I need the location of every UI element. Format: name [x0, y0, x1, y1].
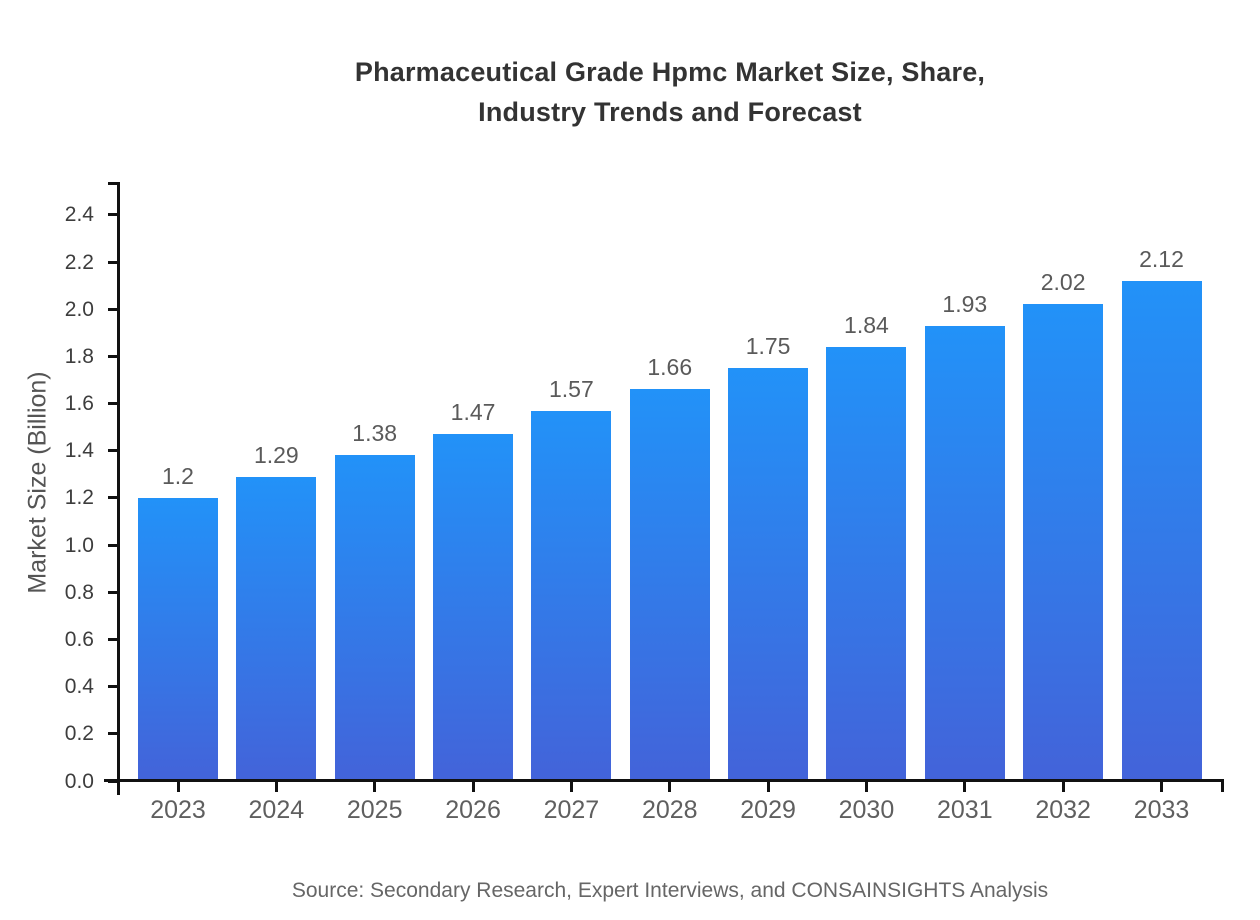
chart-title-line-2: Industry Trends and Forecast	[478, 97, 862, 127]
bar-value-label: 1.93	[942, 290, 988, 317]
x-axis-tick	[471, 782, 475, 792]
bar-value-label: 1.47	[450, 399, 496, 426]
y-tick-label: 2.2	[64, 250, 94, 274]
bar-value-label: 1.2	[162, 462, 194, 489]
bar-2025	[334, 455, 415, 781]
bar-2033	[1121, 280, 1202, 781]
bar-value-label: 1.38	[352, 420, 398, 447]
y-axis-tick	[108, 685, 118, 689]
bar-2030	[826, 346, 907, 781]
x-tick-label: 2030	[838, 796, 895, 824]
y-tick-label: 1.0	[64, 533, 94, 557]
x-tick-label: 2025	[346, 796, 403, 824]
bar-value-label: 2.02	[1040, 269, 1086, 296]
x-axis-tick	[864, 782, 868, 792]
x-axis-tick	[373, 782, 377, 792]
bar-2032	[1023, 304, 1104, 781]
x-axis-tick	[1061, 782, 1065, 792]
y-tick-label: 2.4	[64, 203, 94, 227]
y-tick-label: 1.8	[64, 344, 94, 368]
bar-value-label: 1.29	[253, 441, 299, 468]
x-axis-tick	[569, 782, 573, 792]
y-tick-label: 0.4	[64, 675, 94, 699]
bar-2023	[138, 497, 218, 781]
y-axis-tick	[108, 637, 118, 641]
bar-value-label: 1.57	[549, 375, 594, 402]
y-tick-label: 1.2	[64, 486, 94, 510]
x-axis-tick	[766, 782, 770, 792]
x-axis-end-cap	[1221, 782, 1224, 792]
x-tick-label: 2024	[248, 796, 305, 824]
y-axis-tick	[108, 732, 118, 736]
x-tick-label: 2026	[445, 796, 501, 824]
bar-2031	[924, 325, 1005, 781]
y-axis-tick	[108, 779, 118, 783]
y-tick-label: 2.0	[64, 297, 94, 321]
y-axis-tick	[108, 354, 118, 358]
y-tick-label: 0.0	[64, 769, 94, 793]
x-tick-label: 2033	[1133, 796, 1190, 824]
x-axis-tick	[963, 782, 967, 792]
x-tick-label: 2031	[936, 796, 993, 824]
x-tick-label: 2029	[740, 796, 796, 824]
bar-2026	[433, 434, 514, 781]
x-axis-tick	[1160, 782, 1163, 792]
bar-value-label: 1.75	[745, 333, 791, 360]
bar-2028	[629, 389, 710, 781]
x-tick-label: 2032	[1035, 796, 1091, 824]
y-axis-end-cap	[108, 182, 118, 185]
bar-value-label: 1.84	[844, 311, 889, 338]
source-attribution: Source: Secondary Research, Expert Inter…	[291, 879, 1049, 902]
y-axis-tick	[108, 496, 118, 500]
bar-value-label: 2.12	[1139, 245, 1184, 272]
y-axis-tick	[108, 590, 118, 594]
x-axis-tick	[176, 782, 180, 792]
y-axis-tick	[108, 260, 118, 264]
bar-2029	[728, 368, 809, 781]
bar-2027	[531, 410, 612, 781]
x-axis-tick	[668, 782, 672, 792]
x-axis-tick	[274, 782, 278, 792]
y-tick-label: 1.6	[64, 392, 94, 416]
y-tick-label: 0.6	[64, 627, 94, 651]
y-axis-tick	[108, 543, 118, 547]
x-tick-label: 2023	[150, 796, 206, 824]
x-tick-label: 2027	[543, 796, 600, 824]
y-axis-tick	[108, 402, 118, 406]
y-axis-tick	[108, 307, 118, 311]
y-axis-tick	[108, 449, 118, 453]
y-tick-label: 0.2	[64, 722, 94, 746]
x-tick-label: 2028	[641, 796, 698, 824]
chart-title-line-1: Pharmaceutical Grade Hpmc Market Size, S…	[354, 57, 986, 87]
x-axis-line	[104, 779, 1224, 782]
y-axis-tick	[108, 213, 118, 217]
chart-title: Pharmaceutical Grade Hpmc Market Size, S…	[118, 52, 1222, 132]
y-tick-label: 0.8	[64, 580, 94, 604]
bar-2024	[236, 476, 317, 781]
y-axis-line	[117, 182, 120, 795]
y-tick-label: 1.4	[64, 439, 94, 463]
bar-value-label: 1.66	[647, 354, 693, 381]
